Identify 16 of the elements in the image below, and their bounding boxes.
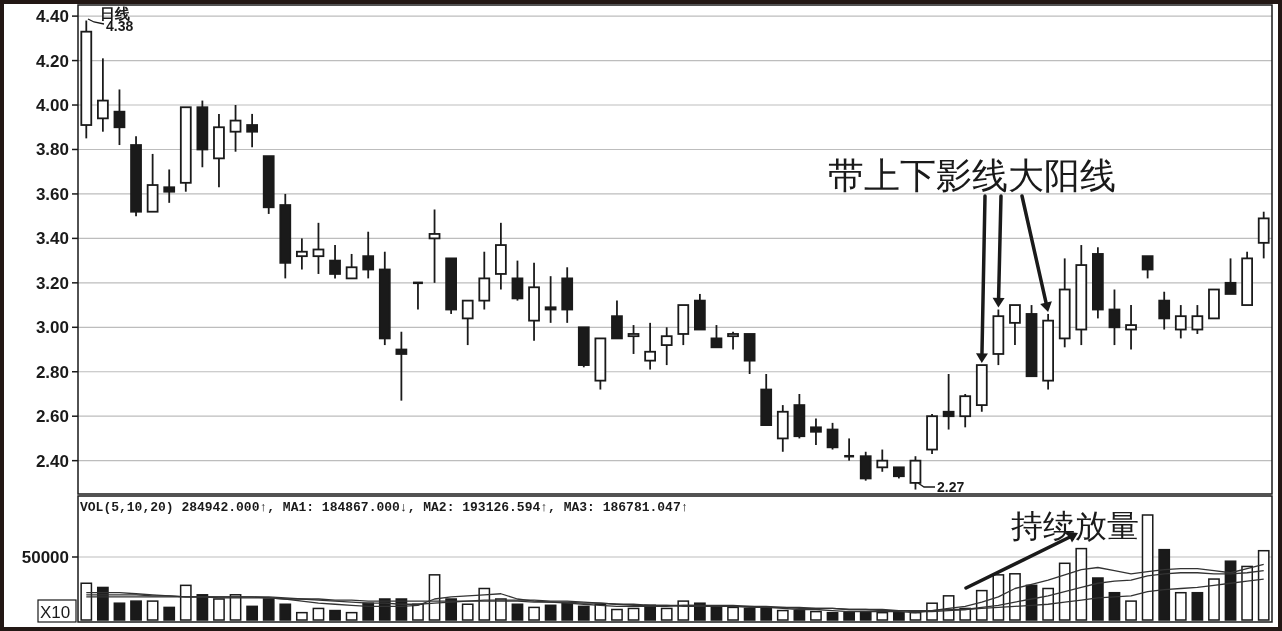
y-tick-label: 2.80: [35, 362, 69, 382]
annotation: 带上下影线大阳线: [828, 155, 1116, 196]
y-tick-label: 4.20: [35, 51, 69, 71]
y-tick-label: 4.40: [35, 7, 69, 27]
y-tick-label: 3.80: [35, 140, 69, 160]
y-tick-label: 2.60: [35, 407, 69, 427]
annotation: VOL(5,10,20) 284942.000↑, MA1: 184867.000↓, MA2: 193126.594↑, MA3: 186781.047↑: [80, 500, 689, 515]
y-tick-label: 3.40: [35, 229, 69, 249]
y-tick-label: 3.20: [35, 273, 69, 293]
y-tick-label: 4.00: [35, 96, 69, 116]
y-tick-label: 3.60: [35, 184, 69, 204]
y-tick-label: 3.00: [35, 318, 69, 338]
y-tick-label: 2.40: [35, 451, 69, 471]
annotation: 2.27: [937, 479, 965, 495]
text: 50000: [21, 548, 69, 567]
text: X10: [40, 603, 71, 622]
